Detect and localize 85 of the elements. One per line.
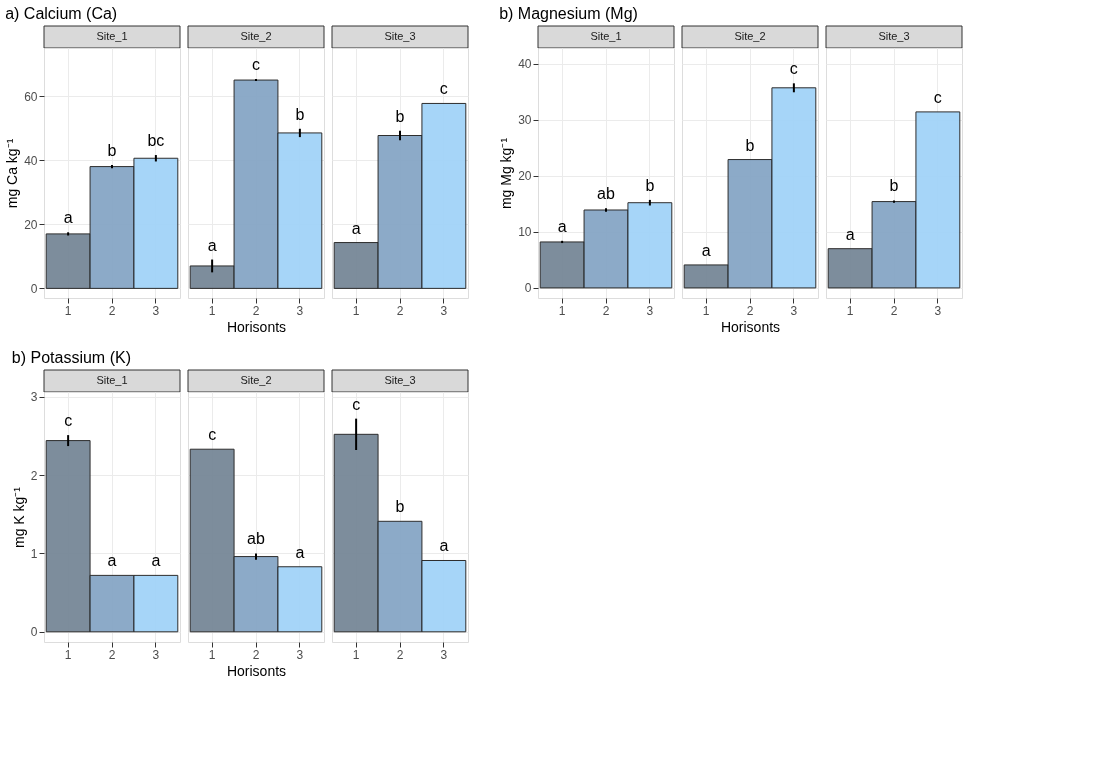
y-tick-label: 20 <box>518 169 532 184</box>
x-tick-label: 2 <box>252 647 260 662</box>
y-tick-label: 3 <box>30 390 38 405</box>
x-tick-label: 3 <box>646 303 654 318</box>
x-tick-label: 3 <box>440 647 448 662</box>
chart-subtitle: Site_1 <box>96 374 128 386</box>
y-axis-title: mg K kg⁻¹ <box>10 486 27 549</box>
x-tick-label: 2 <box>746 303 754 318</box>
chart-title: b) Potassium (K) <box>11 348 131 366</box>
x-tick-label: 1 <box>352 647 360 662</box>
annotation: a <box>295 543 305 561</box>
annotation: b <box>889 177 899 195</box>
y-axis-title: mg Ca kg⁻¹ <box>4 138 21 209</box>
y-tick-label: 0 <box>30 281 38 296</box>
x-tick-label: 1 <box>352 303 360 318</box>
y-tick-label: 0 <box>524 281 532 296</box>
x-tick-label: 1 <box>208 647 216 662</box>
annotation: a <box>63 209 73 227</box>
annotation: b <box>107 141 117 159</box>
x-axis-title: Horisonts <box>720 318 781 335</box>
annotation: b <box>745 136 755 154</box>
x-tick-label: 1 <box>846 303 854 318</box>
annotation: b <box>395 498 405 516</box>
annotation: a <box>701 241 711 259</box>
annotation: c <box>208 426 217 444</box>
y-tick-label: 2 <box>30 468 38 483</box>
annotation: c <box>352 395 361 413</box>
x-tick-label: 1 <box>208 303 216 318</box>
x-axis-title: Horisonts <box>226 662 287 679</box>
annotation: bc <box>147 132 165 150</box>
annotation: b <box>295 105 305 123</box>
chart-subtitle: Site_3 <box>384 374 416 386</box>
x-tick-label: 3 <box>440 303 448 318</box>
x-tick-label: 1 <box>702 303 710 318</box>
chart-subtitle: Site_2 <box>240 374 272 386</box>
x-tick-label: 2 <box>890 303 898 318</box>
annotation: a <box>351 219 361 237</box>
x-tick-label: 2 <box>252 303 260 318</box>
y-tick-label: 20 <box>24 217 38 232</box>
x-tick-label: 3 <box>152 647 160 662</box>
x-axis-title: Horisonts <box>226 318 287 335</box>
annotation: b <box>395 107 405 125</box>
x-tick-label: 3 <box>934 303 942 318</box>
chart-subtitle: Site_3 <box>384 30 416 42</box>
chart-subtitle: Site_1 <box>96 30 128 42</box>
x-tick-label: 2 <box>108 647 116 662</box>
annotation: a <box>151 552 161 570</box>
x-tick-label: 2 <box>108 303 116 318</box>
x-tick-label: 2 <box>396 647 404 662</box>
annotation: a <box>107 552 117 570</box>
y-tick-label: 0 <box>30 625 38 640</box>
annotation: ab <box>247 530 265 548</box>
annotation: c <box>789 60 798 78</box>
chart-subtitle: Site_2 <box>734 30 766 42</box>
annotation: c <box>439 80 448 98</box>
x-tick-label: 3 <box>296 647 304 662</box>
y-axis-title: mg Mg kg⁻¹ <box>498 137 515 210</box>
chart-subtitle: Site_2 <box>240 30 272 42</box>
chart-title: b) Magnesium (Mg) <box>499 4 638 22</box>
chart-subtitle: Site_1 <box>590 30 622 42</box>
y-tick-label: 60 <box>24 89 38 104</box>
annotation: c <box>252 56 260 74</box>
annotation: a <box>557 217 567 235</box>
x-tick-label: 1 <box>64 647 72 662</box>
x-tick-label: 3 <box>152 303 160 318</box>
chart-subtitle: Site_3 <box>878 30 910 42</box>
y-tick-label: 30 <box>518 113 532 128</box>
x-tick-label: 3 <box>296 303 304 318</box>
chart-title: a) Calcium (Ca) <box>5 4 118 22</box>
y-tick-label: 40 <box>24 153 38 168</box>
annotation: ab <box>597 185 615 203</box>
annotation: a <box>845 225 855 243</box>
y-tick-label: 10 <box>518 225 532 240</box>
x-tick-label: 1 <box>64 303 72 318</box>
x-tick-label: 3 <box>790 303 798 318</box>
x-tick-label: 1 <box>558 303 566 318</box>
y-tick-label: 1 <box>30 546 38 561</box>
y-tick-label: 40 <box>518 57 532 72</box>
annotation: b <box>645 176 655 194</box>
annotation: a <box>207 236 217 254</box>
annotation: c <box>64 412 73 430</box>
x-tick-label: 2 <box>396 303 404 318</box>
annotation: a <box>439 537 449 555</box>
annotation: c <box>933 88 942 106</box>
x-tick-label: 2 <box>602 303 610 318</box>
